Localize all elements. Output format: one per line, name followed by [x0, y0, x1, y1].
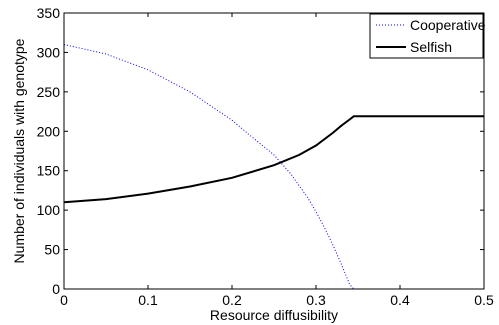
- x-axis-label: Resource diffusibility: [210, 307, 338, 323]
- legend-box: [369, 13, 484, 59]
- y-tick-label: 300: [37, 44, 61, 60]
- series-layer: [63, 44, 484, 290]
- legend-label-cooperative: Cooperative: [410, 17, 486, 33]
- y-tick-label: 200: [37, 123, 61, 139]
- x-tick-label: 0.3: [306, 292, 326, 308]
- ticks-layer: 0 0.1 0.2 0.3 0.4 0.5 0 50 100 150 200 250 300 350: [37, 5, 494, 308]
- series-line-cooperative: [63, 44, 484, 290]
- x-tick-label: 0.1: [138, 292, 158, 308]
- x-tick-label: 0.4: [390, 292, 410, 308]
- series-line-selfish: [63, 115, 484, 204]
- x-tick-label: 0: [60, 292, 68, 308]
- x-tick-label: 0.2: [222, 292, 242, 308]
- y-tick-label: 350: [37, 5, 61, 21]
- y-tick-label: 150: [37, 163, 61, 179]
- legend-label-selfish: Selfish: [410, 39, 452, 55]
- y-tick-label: 0: [52, 281, 60, 297]
- y-tick-label: 250: [37, 84, 61, 100]
- y-tick-label: 50: [44, 242, 60, 258]
- x-tick-label: 0.5: [474, 292, 494, 308]
- y-axis-label: Number of individuals with genotype: [11, 38, 27, 263]
- legend: Cooperative Selfish: [369, 13, 486, 59]
- y-tick-label: 100: [37, 202, 61, 218]
- plot-frame: [63, 12, 485, 290]
